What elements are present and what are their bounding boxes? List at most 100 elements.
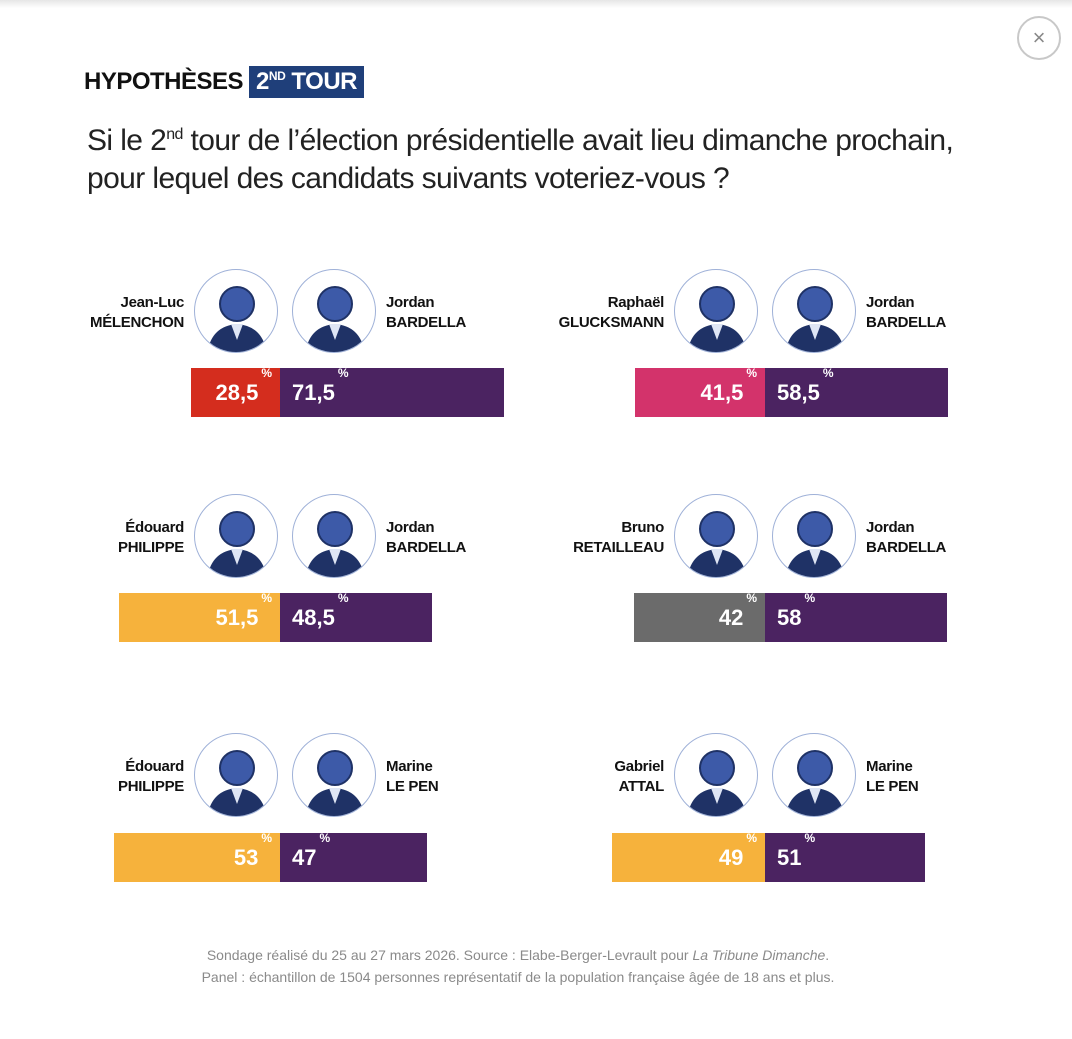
candidate-name-left: Édouard PHILIPPE: [118, 757, 184, 797]
value-label: 49: [718, 844, 744, 870]
value-label: 58,5: [777, 379, 820, 405]
first-name: Édouard: [125, 758, 184, 775]
last-name: PHILIPPE: [118, 539, 184, 556]
portrait-icon: [305, 286, 365, 352]
round-badge: 2ND TOUR: [249, 66, 364, 98]
unit-label: %: [746, 591, 757, 605]
bar-left-candidate: 49%: [611, 831, 765, 882]
value-label: 53: [233, 844, 259, 870]
value-label: 42: [718, 604, 744, 630]
last-name: LE PEN: [386, 778, 439, 795]
value-label: 28,5: [215, 379, 259, 405]
candidate-photo-left: [194, 733, 278, 817]
first-name: Jordan: [866, 294, 915, 311]
modal-top-shadow: [0, 0, 1072, 8]
last-name: BARDELLA: [866, 539, 947, 556]
last-name: BARDELLA: [866, 314, 947, 331]
first-name: Marine: [386, 758, 433, 775]
badge-number: 2: [256, 68, 269, 95]
candidate-photo-right: [292, 494, 376, 578]
first-name: Jean-Luc: [120, 294, 185, 311]
value-label: 41,5: [700, 379, 744, 405]
candidate-photo-left: [194, 494, 278, 578]
footer-source: Sondage réalisé du 25 au 27 mars 2026. S…: [0, 944, 1036, 966]
footer-period: .: [825, 947, 830, 963]
candidate-photo-right: [772, 494, 856, 578]
unit-label: %: [746, 831, 757, 845]
last-name: MÉLENCHON: [90, 314, 184, 331]
last-name: GLUCKSMANN: [558, 314, 665, 331]
portrait-icon: [305, 750, 365, 816]
value-label: 58: [777, 604, 802, 630]
last-name: LE PEN: [866, 778, 919, 795]
bar-right-candidate: 47%: [280, 831, 428, 882]
first-name: Raphaël: [607, 294, 665, 311]
close-button[interactable]: ×: [1017, 16, 1061, 60]
candidate-photo-right: [772, 269, 856, 353]
value-label: 51: [777, 844, 802, 870]
candidate-name-right: Jordan BARDELLA: [386, 293, 466, 333]
portrait-icon: [687, 750, 747, 816]
candidate-name-left: Édouard PHILIPPE: [118, 518, 184, 558]
unit-label: %: [804, 591, 816, 605]
candidate-name-right: Marine LE PEN: [386, 757, 439, 797]
candidate-name-right: Jordan BARDELLA: [386, 518, 466, 558]
bar-right-candidate: 58%: [765, 591, 947, 642]
bar-left-candidate: 28,5%: [190, 366, 280, 417]
candidate-photo-right: [292, 269, 376, 353]
portrait-icon: [305, 511, 365, 577]
candidate-photo-left: [194, 269, 278, 353]
candidate-name-right: Jordan BARDELLA: [866, 293, 946, 333]
unit-label: %: [337, 366, 349, 380]
value-label: 71,5: [292, 379, 335, 405]
first-name: Bruno: [621, 519, 664, 536]
candidate-name-left: Raphaël GLUCKSMANN: [558, 293, 665, 333]
first-name: Jordan: [386, 519, 435, 536]
candidate-name-left: Jean-Luc MÉLENCHON: [90, 293, 184, 333]
value-label: 51,5: [215, 604, 259, 630]
kicker-text: HYPOTHÈSES: [84, 68, 244, 95]
bar-right-candidate: 48,5%: [280, 591, 432, 642]
bar-right-candidate: 71,5%: [280, 366, 504, 417]
bar-right-candidate: 58,5%: [765, 366, 949, 417]
question-sup: nd: [166, 126, 183, 143]
bar-left-candidate: 51,5%: [118, 591, 280, 642]
unit-label: %: [319, 831, 331, 845]
value-label: 47: [292, 844, 317, 870]
last-name: RETAILLEAU: [573, 539, 664, 556]
candidate-name-right: Jordan BARDELLA: [866, 518, 946, 558]
first-name: Jordan: [386, 294, 435, 311]
first-name: Édouard: [125, 519, 184, 536]
candidate-photo-right: [772, 733, 856, 817]
footer-publication: La Tribune Dimanche: [692, 947, 826, 963]
bar-left-candidate: 53%: [114, 831, 280, 882]
last-name: BARDELLA: [386, 539, 467, 556]
portrait-icon: [207, 750, 267, 816]
first-name: Jordan: [866, 519, 915, 536]
portrait-icon: [207, 286, 267, 352]
bar-left-candidate: 41,5%: [635, 366, 765, 417]
unit-label: %: [822, 366, 834, 380]
footer-line1: Sondage réalisé du 25 au 27 mars 2026. S…: [206, 947, 693, 963]
candidate-photo-left: [674, 494, 758, 578]
question-post: tour de l’élection présidentielle avait …: [87, 124, 954, 195]
last-name: PHILIPPE: [118, 778, 184, 795]
portrait-icon: [785, 511, 845, 577]
portrait-icon: [207, 511, 267, 577]
question-pre: Si le 2: [87, 124, 167, 157]
unit-label: %: [337, 591, 349, 605]
footer-panel: Panel : échantillon de 1504 personnes re…: [201, 969, 835, 985]
bar-right-candidate: 51%: [765, 831, 925, 882]
first-name: Marine: [866, 758, 913, 775]
unit-label: %: [261, 831, 272, 845]
last-name: BARDELLA: [386, 314, 467, 331]
portrait-icon: [785, 750, 845, 816]
badge-tail: TOUR: [285, 68, 357, 95]
bar-left-candidate: 42%: [633, 591, 765, 642]
question-title: Si le 2nd tour de l’élection présidentie…: [87, 116, 987, 198]
badge-sup: ND: [268, 69, 286, 83]
unit-label: %: [261, 366, 272, 380]
candidate-photo-left: [674, 733, 758, 817]
last-name: ATTAL: [618, 778, 665, 795]
unit-label: %: [746, 366, 757, 380]
